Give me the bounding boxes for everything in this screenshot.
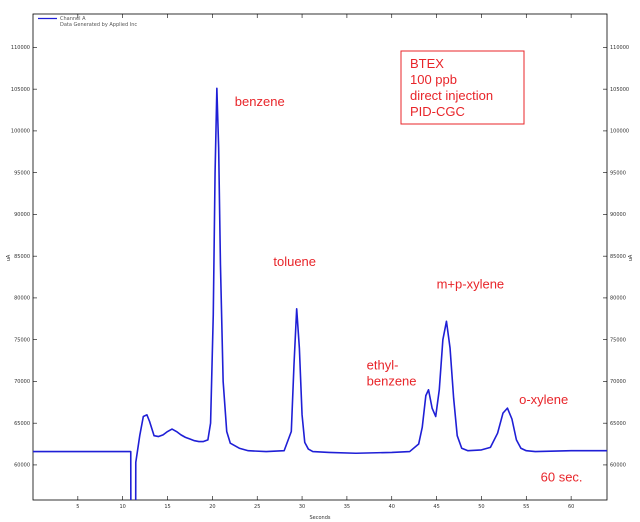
y-tick-label-left: 110000 <box>11 45 30 51</box>
y-tick-label-right: 95000 <box>610 170 626 176</box>
x-tick-label: 55 <box>523 504 529 510</box>
info-box-border <box>400 50 525 125</box>
legend-entry: Channel A <box>60 16 86 22</box>
axis-ticks: 5 10 15 20 25 30 35 40 45 50 55 60 60000 60000 65000 65… <box>11 14 629 510</box>
y-tick-label-right: 70000 <box>610 379 626 385</box>
x-tick-label: 5 <box>76 504 79 510</box>
peak-label: 60 sec. <box>541 470 583 485</box>
x-tick-label: 50 <box>478 504 484 510</box>
legend-entry: Data Generated by Applied Inc <box>60 22 137 28</box>
info-box-line: direct injection <box>410 88 493 103</box>
y-tick-label-right: 100000 <box>610 129 629 135</box>
y-tick-label-right: 110000 <box>610 45 629 51</box>
peak-label: o-xylene <box>519 392 568 407</box>
y-tick-label-left: 105000 <box>11 87 30 93</box>
y-tick-label-right: 75000 <box>610 337 626 343</box>
x-tick-label: 45 <box>433 504 439 510</box>
y-tick-label-left: 65000 <box>14 421 30 427</box>
y-tick-label-left: 100000 <box>11 129 30 135</box>
x-tick-label: 15 <box>164 504 170 510</box>
x-tick-label: 30 <box>299 504 305 510</box>
y-axis-title-left: uA <box>6 254 12 261</box>
y-tick-label-left: 95000 <box>14 170 30 176</box>
peak-label: ethyl- <box>367 358 399 373</box>
x-tick-label: 25 <box>254 504 260 510</box>
y-tick-label-left: 60000 <box>14 463 30 469</box>
y-tick-label-right: 80000 <box>610 296 626 302</box>
y-tick-label-left: 90000 <box>14 212 30 218</box>
y-tick-label-left: 75000 <box>14 337 30 343</box>
x-tick-label: 40 <box>389 504 395 510</box>
peak-label: benzene <box>235 94 285 109</box>
y-tick-label-right: 85000 <box>610 254 626 260</box>
series-layer <box>33 87 607 500</box>
x-tick-label: 10 <box>120 504 126 510</box>
x-tick-label: 35 <box>344 504 350 510</box>
peak-label: m+p-xylene <box>437 277 505 292</box>
peak-label: benzene <box>367 374 417 389</box>
y-tick-label-right: 90000 <box>610 212 626 218</box>
y-tick-label-left: 70000 <box>14 379 30 385</box>
y-axis-title-right: uA <box>628 254 634 261</box>
peak-label: toluene <box>273 254 316 269</box>
info-box-line: PID-CGC <box>410 104 465 119</box>
x-axis-title: Seconds <box>309 515 330 521</box>
plot-area <box>32 13 608 501</box>
y-tick-label-left: 80000 <box>14 296 30 302</box>
series-line-channel-a <box>33 87 607 500</box>
x-tick-label: 60 <box>568 504 574 510</box>
y-tick-label-right: 105000 <box>610 87 629 93</box>
info-box-line: 100 ppb <box>410 72 457 87</box>
info-box-line: BTEX <box>410 56 444 71</box>
peak-annotations: benzene toluene ethyl-benzene m+p-xylene o-x… <box>235 94 583 485</box>
y-tick-label-right: 65000 <box>610 421 626 427</box>
y-tick-label-right: 60000 <box>610 463 626 469</box>
y-tick-label-left: 85000 <box>14 254 30 260</box>
x-tick-label: 20 <box>209 504 215 510</box>
